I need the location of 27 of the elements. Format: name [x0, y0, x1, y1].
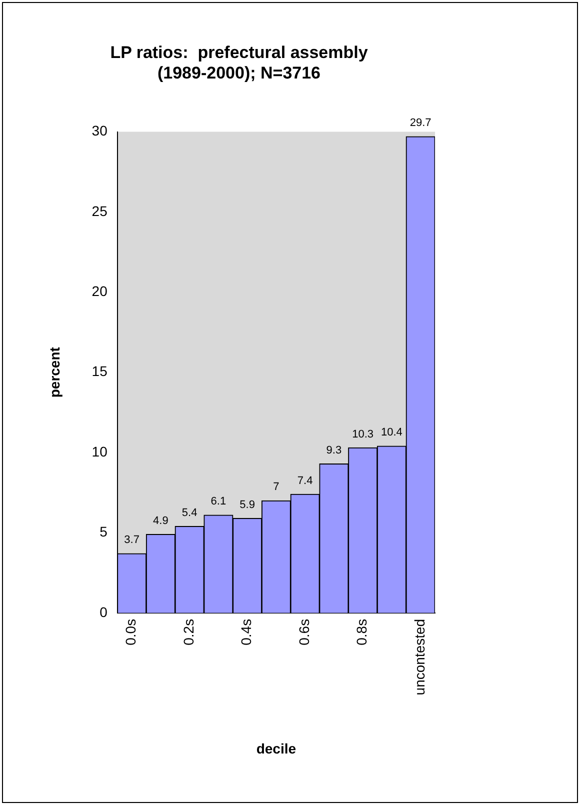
y-tick-label: 25 — [92, 202, 108, 219]
data-label: 10.3 — [352, 428, 374, 440]
data-label: 3.7 — [124, 534, 140, 546]
x-axis-title: decile — [256, 740, 296, 756]
x-tick-label: 0.6s — [296, 618, 312, 646]
data-label: 29.7 — [410, 117, 432, 130]
chart-title: LP ratios: prefectural assembly (1989-2000); N=3716 — [110, 42, 368, 82]
x-tick-label: 0.8s — [354, 618, 370, 646]
x-tick-label: uncontested — [411, 618, 428, 696]
data-label: 7 — [273, 481, 280, 494]
data-label: 5.9 — [240, 498, 255, 511]
data-label: 4.9 — [153, 514, 168, 527]
y-tick-label: 5 — [100, 524, 108, 540]
data-label: 9.3 — [326, 444, 342, 456]
y-axis-title: percent — [46, 346, 62, 398]
y-tick-label: 10 — [92, 443, 108, 460]
data-label: 5.4 — [182, 506, 198, 519]
y-tick-label: 0 — [100, 604, 108, 620]
x-tick-label: 0.4s — [238, 618, 254, 646]
y-tick-label: 30 — [92, 122, 108, 139]
data-label: 10.4 — [380, 426, 402, 439]
data-label: 7.4 — [297, 474, 313, 487]
y-tick-label: 15 — [92, 363, 108, 380]
data-label: 6.1 — [210, 496, 226, 508]
x-tick-label: 0.0s — [122, 618, 139, 646]
x-tick-label: 0.2s — [180, 618, 196, 646]
y-tick-label: 20 — [92, 283, 108, 300]
